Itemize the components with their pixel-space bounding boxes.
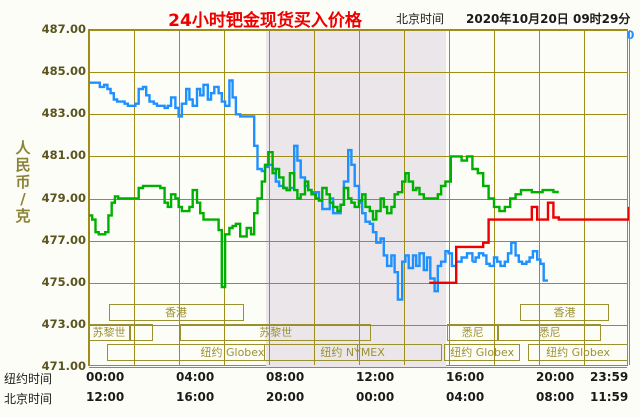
x-axis-tick: 20:00	[266, 390, 305, 404]
x-axis-tick: 11:59	[590, 390, 629, 404]
session-bar: 纽约 Globex	[444, 344, 520, 361]
gridline-horizontal	[89, 72, 627, 73]
series-line-3	[89, 151, 559, 289]
session-bar-label: 苏黎世	[259, 326, 293, 339]
session-bar-label: 香港	[553, 306, 576, 319]
y-axis-tick: 471.00	[41, 359, 86, 373]
x-axis-tick: 08:00	[536, 390, 575, 404]
session-bar: 香港	[108, 304, 244, 321]
session-bar: 香港	[520, 304, 610, 321]
page-title: 24小时钯金现货买入价格	[168, 11, 362, 31]
session-bar-label: 纽约 Globex	[450, 346, 515, 359]
y-axis-label-char: 币	[15, 173, 31, 191]
x-axis-tick: 12:00	[86, 390, 125, 404]
y-axis-label-char: 人	[15, 139, 31, 157]
plot-area	[88, 29, 630, 368]
session-bar-label: 纽约 NYMEX	[320, 346, 385, 359]
session-bar: 苏黎世	[179, 324, 372, 341]
price-series-svg	[89, 79, 629, 301]
session-bar-label: 苏黎世	[92, 326, 126, 339]
x-axis-tick: 08:00	[266, 370, 305, 384]
x-axis-tick: 04:00	[446, 390, 485, 404]
gridline-vertical	[404, 30, 405, 365]
gridline-horizontal	[89, 325, 627, 326]
session-bar: 纽约 Globex	[106, 344, 358, 361]
y-axis-tick: 483.00	[41, 106, 86, 121]
session-bar-label	[131, 325, 152, 340]
y-axis-tick: 473.00	[41, 316, 86, 331]
gridline-vertical	[314, 30, 315, 365]
y-axis-tick: 479.00	[41, 190, 86, 205]
x-axis-tick: 00:00	[86, 370, 125, 384]
timezone-label: 北京时间	[396, 12, 445, 26]
session-bar: 苏黎世	[88, 324, 131, 341]
x-axis-newyork: 纽约时间 00:00 04:00 08:00 12:00 16:00 20:00 23:59	[0, 370, 640, 387]
y-axis-ticks: 487.00 485.00 483.00 481.00 479.00 477.00 475.…	[0, 0, 86, 417]
x-axis-name: 纽约时间	[4, 372, 53, 386]
x-axis-tick: 00:00	[356, 390, 395, 404]
nymex-session-shading	[266, 30, 446, 367]
x-axis-tick: 16:00	[176, 390, 215, 404]
gridline-vertical	[539, 30, 540, 365]
gridline-vertical	[89, 30, 90, 365]
session-bar-label: 纽约 Globex	[200, 346, 265, 359]
y-axis-tick: 485.00	[41, 64, 86, 79]
series-line-2	[429, 201, 629, 284]
y-axis-label-char: 民	[15, 156, 31, 174]
gridline-vertical	[449, 30, 450, 365]
gridline-vertical	[269, 30, 270, 365]
x-axis-tick: 12:00	[356, 370, 395, 384]
y-axis-label: 人民币 / 克	[12, 140, 34, 225]
gridline-vertical	[584, 30, 585, 365]
session-bar-label: 悉尼	[461, 326, 484, 339]
session-bar: 悉尼	[447, 324, 499, 341]
timestamp: 2020年10月20日 09时29分	[466, 12, 631, 26]
session-bar-label: 悉尼	[538, 326, 561, 339]
y-axis-label-char: /	[20, 190, 26, 208]
gridline-horizontal	[89, 156, 627, 157]
session-bar: 悉尼	[498, 324, 601, 341]
gridline-horizontal	[89, 241, 627, 242]
gridline-vertical	[629, 30, 630, 365]
market-session-bars: 香港 香港苏黎世 苏黎世 悉尼 悉尼纽约 Globex 纽约 NYMEX 纽约 Globex…	[88, 304, 628, 365]
gridline-horizontal	[89, 367, 627, 368]
gridline-vertical	[224, 30, 225, 365]
x-axis-tick: 04:00	[176, 370, 215, 384]
session-bar	[130, 324, 153, 341]
session-bar: 纽约 Globex	[528, 344, 628, 361]
y-axis-label-char: 克	[15, 207, 31, 225]
x-axis-beijing: 北京时间 12:00 16:00 20:00 00:00 04:00 08:00 11:59	[0, 390, 640, 407]
y-axis-tick: 481.00	[41, 148, 86, 163]
gridline-horizontal	[89, 114, 627, 115]
y-axis-tick: 487.00	[41, 22, 86, 36]
x-axis-tick: 20:00	[536, 370, 575, 384]
x-axis-name: 北京时间	[4, 392, 53, 406]
y-axis-tick: 475.00	[41, 274, 86, 289]
gridline-horizontal	[89, 30, 627, 31]
session-bar-label: 纽约 Globex	[546, 346, 610, 359]
x-axis-tick: 16:00	[446, 370, 485, 384]
series-line-1	[472, 241, 548, 282]
x-axis-tick: 23:59	[590, 370, 629, 384]
gridline-horizontal	[89, 283, 627, 284]
session-bar: 纽约 NYMEX	[263, 344, 442, 361]
session-bar-label: 香港	[165, 306, 188, 319]
y-axis-tick: 477.00	[41, 232, 86, 247]
